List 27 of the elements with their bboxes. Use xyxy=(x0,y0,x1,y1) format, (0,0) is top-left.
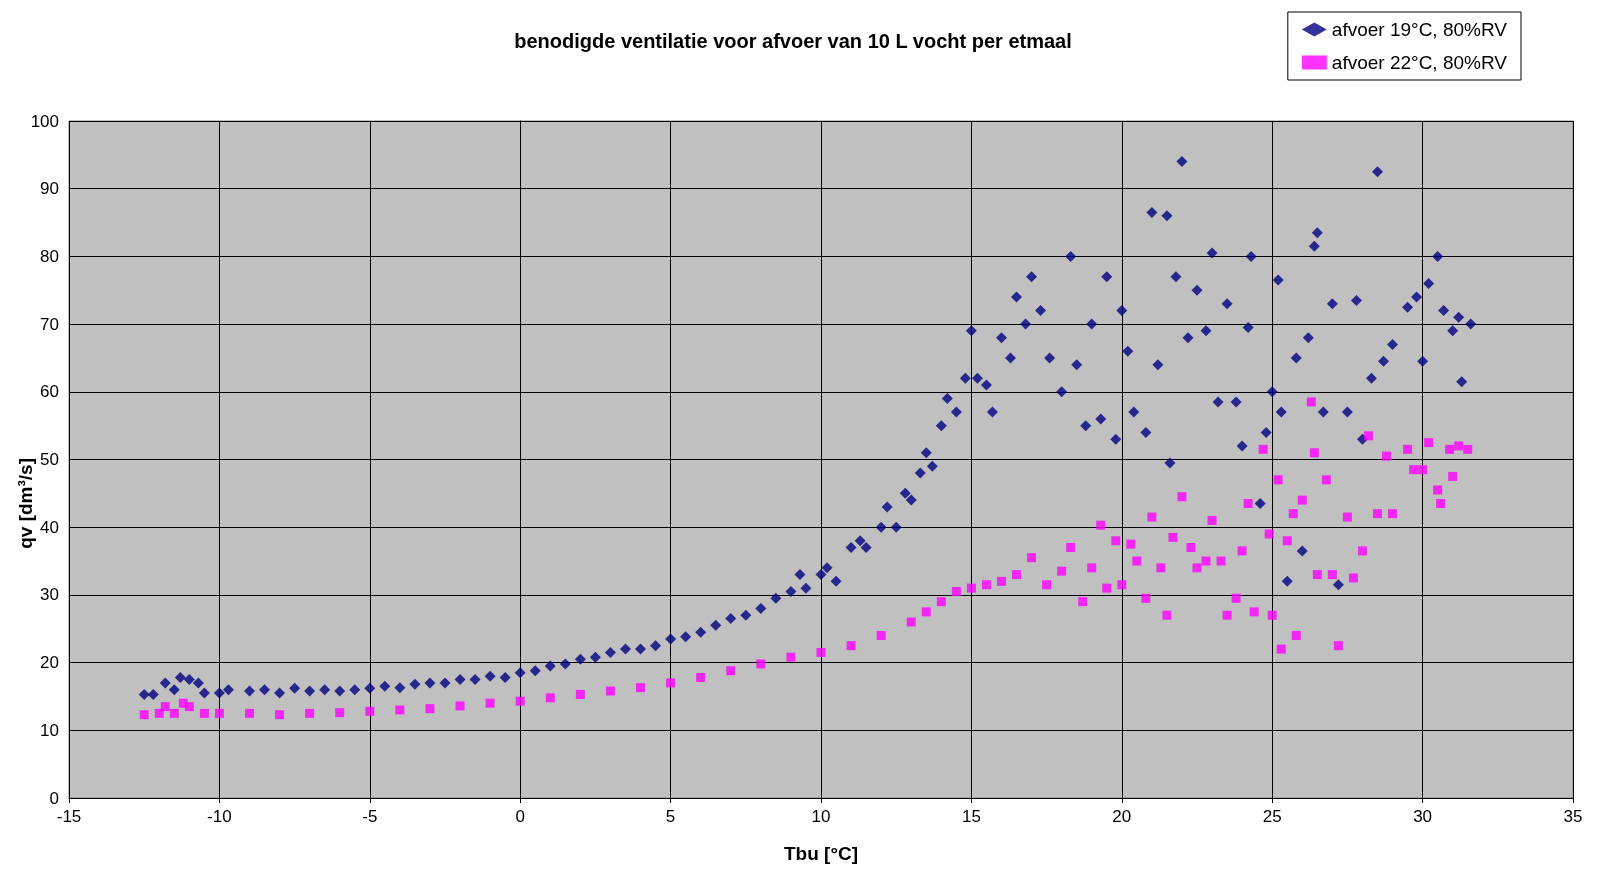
chart-title: benodigde ventilatie voor afvoer van 10 L vocht per etmaal xyxy=(514,30,1072,52)
y-tick-label: 90 xyxy=(40,179,59,199)
y-axis-title: qv [dm³/s] xyxy=(15,458,36,549)
y-tick-label: 70 xyxy=(40,314,59,334)
x-tick-label: -15 xyxy=(56,807,82,826)
x-axis-title: Tbu [°C] xyxy=(783,843,859,864)
x-tick-label: 0 xyxy=(515,807,525,826)
y-tick-label: 0 xyxy=(49,788,59,808)
y-tick-label: 30 xyxy=(40,585,59,605)
y-tick-label: 10 xyxy=(40,720,59,740)
x-tick-label: 5 xyxy=(665,807,676,826)
x-tick-label: 20 xyxy=(1112,807,1132,826)
x-tick-label: 35 xyxy=(1563,807,1583,826)
legend-label: afvoer 22°C, 80%RV xyxy=(1331,52,1508,73)
x-tick-label: 10 xyxy=(811,807,831,826)
x-tick-label: -10 xyxy=(207,807,232,826)
y-tick-label: 80 xyxy=(40,246,59,266)
x-tick-label: 25 xyxy=(1262,807,1282,826)
x-tick-label: 15 xyxy=(961,807,981,826)
y-tick-label: 40 xyxy=(40,517,59,537)
x-tick-label: 30 xyxy=(1413,807,1433,826)
y-tick-label: 60 xyxy=(40,382,59,402)
x-tick-label: -5 xyxy=(362,807,378,826)
y-tick-label: 50 xyxy=(40,450,59,469)
legend-label: afvoer 19°C, 80%RV xyxy=(1331,19,1508,40)
y-tick-label: 100 xyxy=(30,111,59,131)
y-tick-label: 20 xyxy=(40,653,59,673)
